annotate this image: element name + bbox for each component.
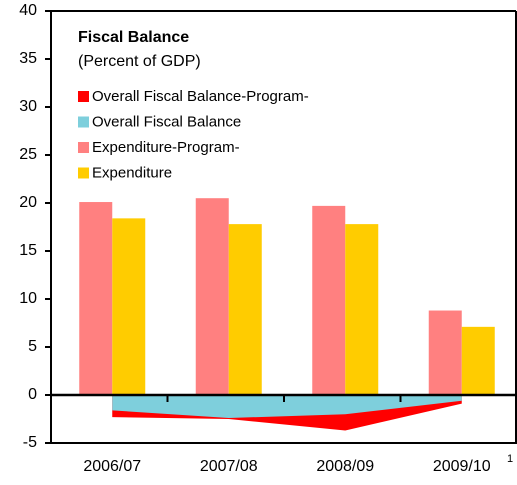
y-tick-label: 40 [19,2,37,19]
legend-label: Overall Fiscal Balance-Program- [92,88,309,105]
y-tick-label: 10 [19,290,37,307]
y-tick-label: 15 [19,242,37,259]
legend-swatch [78,142,89,153]
x-tick-label: 2007/08 [200,458,258,475]
y-tick-label: -5 [23,434,37,451]
chart-title: Fiscal Balance [78,29,189,46]
bar [461,326,495,395]
legend-label: Overall Fiscal Balance [92,113,241,130]
y-tick-label: 25 [19,146,37,163]
y-tick-label: 20 [19,194,37,211]
x-tick-label: 2008/09 [316,458,374,475]
bar [195,198,229,395]
legend-swatch [78,116,89,128]
legend-label: Expenditure [92,164,172,181]
y-tick-label: 35 [19,50,37,67]
legend-swatch [78,167,89,179]
y-tick-label: 5 [28,338,37,355]
bar [112,218,146,395]
bar [312,205,346,395]
area [112,395,462,419]
bar [428,310,462,395]
x-tick-label: 2009/10 [433,458,491,475]
legend-label: Expenditure-Program- [92,139,240,156]
bar [228,224,262,395]
bar [345,224,379,395]
y-tick-label: 30 [19,98,37,115]
legend-swatch [78,91,89,102]
footnote: 1 [507,453,513,465]
y-tick-label: 0 [28,386,37,403]
chart-subtitle: (Percent of GDP) [78,53,201,70]
x-tick-label: 2006/07 [83,458,141,475]
bar [79,202,113,395]
